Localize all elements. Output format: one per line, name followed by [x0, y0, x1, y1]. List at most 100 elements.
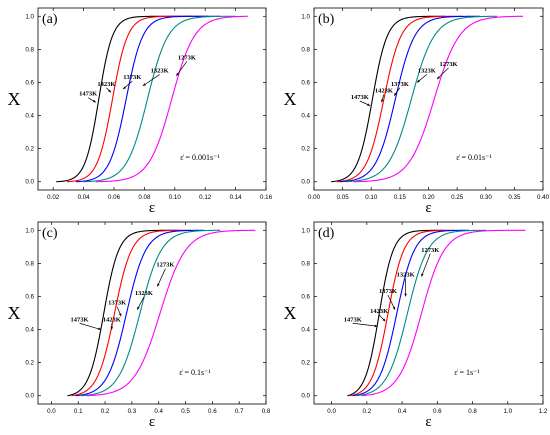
- series-line-1273K: [95, 15, 248, 183]
- plot-frame: [313, 7, 544, 191]
- x-tick-label: 0.4: [398, 408, 407, 415]
- y-tick-label: 0.0: [25, 179, 34, 186]
- x-tick-label: 0.05: [337, 194, 350, 201]
- x-tick-label: 0.15: [394, 194, 407, 201]
- annotation-label: 1373K: [123, 74, 141, 81]
- annotation-label: 1373K: [391, 81, 409, 88]
- y-tick-label: 0.2: [301, 360, 310, 367]
- series-line-1373K: [339, 15, 481, 183]
- arrow-head: [394, 92, 397, 96]
- annotation-label: 1373K: [108, 300, 126, 307]
- arrow-head: [118, 313, 122, 317]
- x-tick-label: 1.0: [503, 408, 512, 415]
- strain-rate-label: ε̇ = 1s⁻¹: [454, 368, 480, 377]
- y-tick-label: 0.8: [25, 46, 34, 53]
- y-tick-label: 0.0: [25, 393, 34, 400]
- x-tick-label: 0.8: [262, 408, 271, 415]
- annotation-arrow: [142, 74, 160, 87]
- annotation-label: 1323K: [151, 68, 169, 75]
- series-line-1373K: [75, 15, 221, 183]
- arrow-head: [157, 283, 160, 287]
- annotation-label: 1323K: [397, 272, 415, 279]
- y-tick-label: 0.6: [301, 293, 310, 300]
- y-tick-label: 1.0: [25, 227, 34, 234]
- plot-frame: [37, 7, 267, 191]
- y-tick-label: 0.4: [25, 113, 34, 120]
- y-tick-label: 0.4: [301, 327, 310, 334]
- x-tick-label: 0.12: [199, 194, 212, 201]
- x-tick-label: 0.00: [308, 194, 321, 201]
- y-tick-label: 0.8: [25, 260, 34, 267]
- arrow-head: [142, 83, 146, 86]
- annotation-label: 1423K: [370, 308, 388, 315]
- annotation-label: 1323K: [135, 290, 153, 297]
- annotation-label: 1473K: [79, 91, 97, 98]
- x-tick-label: 0.35: [508, 194, 521, 201]
- plot-frame: [313, 221, 544, 405]
- arrow-head: [381, 99, 384, 103]
- arrow-head: [437, 76, 440, 80]
- x-tick-label: 0.7: [235, 408, 244, 415]
- series-line-1323K: [80, 229, 221, 397]
- series-line-1473K: [56, 15, 194, 183]
- panel-label: (d): [318, 226, 335, 241]
- y-tick-label: 0.8: [301, 260, 310, 267]
- arrow-head: [421, 273, 424, 277]
- series-line-1273K: [354, 15, 523, 183]
- x-tick-label: 0.04: [78, 194, 91, 201]
- annotation-label: 1273K: [156, 262, 174, 269]
- x-tick-label: 1.2: [539, 408, 548, 415]
- y-tick-label: 0.6: [25, 293, 34, 300]
- x-tick-label: 0.02: [47, 194, 60, 201]
- series-line-1373K: [75, 229, 205, 397]
- y-tick-label: 0.6: [25, 79, 34, 86]
- x-tick-label: 0.3: [128, 408, 137, 415]
- x-axis-label: ε: [149, 200, 155, 216]
- panel-c: 0.0 0.1 0.2 0.3 0.4 0.5 0.6 0.7 0.8 0.0 0.2 0.4 0.6 0…: [8, 221, 271, 430]
- annotation-label: 1323K: [418, 68, 436, 75]
- series-line-1473K: [67, 229, 178, 397]
- series-line-1373K: [352, 229, 470, 397]
- series-line-1323K: [83, 15, 236, 183]
- series-line-1323K: [345, 15, 498, 183]
- annotation-arrow: [157, 268, 166, 287]
- arrow-head: [176, 72, 179, 76]
- plot-frame: [37, 221, 267, 405]
- annotation-label: 1473K: [344, 316, 362, 323]
- annotation-label: 1273K: [421, 247, 439, 254]
- panel-label: (a): [42, 12, 58, 27]
- arrow-head: [367, 103, 371, 106]
- y-axis-label: X: [8, 303, 21, 323]
- annotation-label: 1473K: [351, 94, 369, 101]
- panel-d: 0.0 0.2 0.4 0.6 0.8 1.0 1.2 0.0 0.2 0.4 0.6 0.8 1.0 1…: [284, 221, 548, 430]
- y-tick-label: 0.2: [25, 360, 34, 367]
- annotation-arrow: [352, 322, 378, 327]
- panel-label: (c): [42, 226, 58, 241]
- series-line-1323K: [356, 229, 487, 397]
- x-tick-label: 0.08: [138, 194, 151, 201]
- x-tick-label: 0.25: [451, 194, 464, 201]
- x-tick-label: 0.30: [480, 194, 493, 201]
- x-axis-label: ε: [425, 200, 431, 216]
- x-tick-label: 0.2: [363, 408, 372, 415]
- x-tick-label: 0.0: [327, 408, 336, 415]
- y-tick-label: 0.4: [25, 327, 34, 334]
- arrow-head: [417, 79, 420, 83]
- annotation-label: 1373K: [379, 288, 397, 295]
- y-tick-label: 1.0: [301, 13, 310, 20]
- annotation-arrow: [79, 322, 102, 330]
- y-tick-label: 0.0: [301, 179, 310, 186]
- y-tick-label: 1.0: [25, 13, 34, 20]
- y-tick-label: 0.4: [301, 113, 310, 120]
- panel-b: 0.00 0.05 0.10 0.15 0.20 0.25 0.30 0.35 0.40 0.0 0…: [284, 7, 550, 216]
- x-tick-label: 0.2: [101, 408, 110, 415]
- series-line-1473K: [331, 15, 446, 183]
- arrow-head: [108, 89, 111, 93]
- arrow-head: [382, 318, 386, 322]
- x-tick-label: 0.40: [537, 194, 550, 201]
- series-line-1473K: [347, 229, 445, 397]
- y-tick-label: 0.8: [301, 46, 310, 53]
- annotation-arrow: [421, 253, 431, 277]
- annotation-label: 1423K: [103, 316, 121, 323]
